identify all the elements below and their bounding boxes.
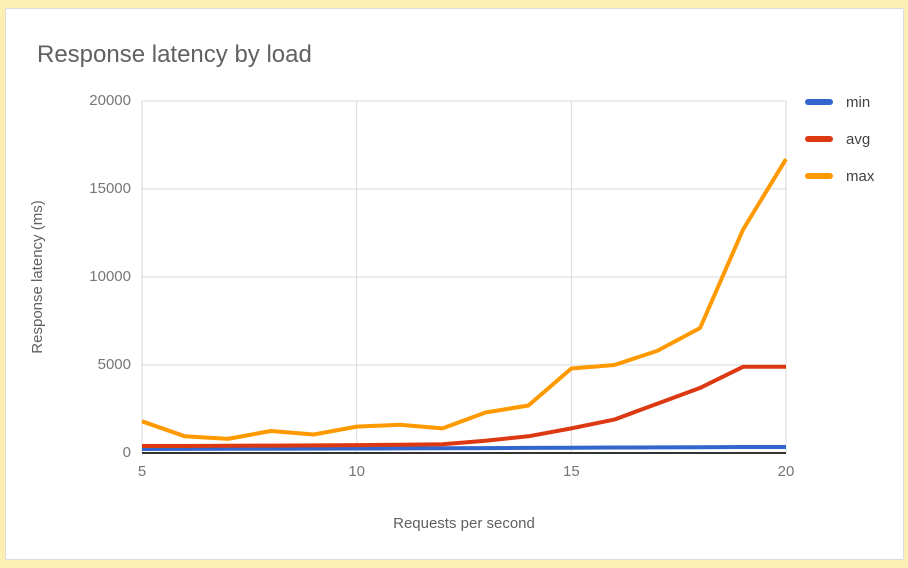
legend-item-avg: avg: [805, 129, 874, 149]
x-tick-label: 10: [348, 463, 365, 480]
legend-swatch-min-icon: [805, 99, 833, 105]
y-tick-label: 10000: [89, 268, 131, 285]
legend-item-max: max: [805, 166, 874, 186]
legend-item-min: min: [805, 92, 874, 112]
legend-swatch-max-icon: [805, 173, 833, 179]
legend-label-avg: avg: [846, 130, 871, 148]
chart-card[interactable]: Response latency by load 0 5000 10000 15000…: [5, 8, 904, 560]
chart-plot-area: [141, 100, 788, 454]
y-tick-label: 0: [122, 444, 131, 461]
y-tick-label: 15000: [89, 180, 131, 197]
series-line-min: [141, 445, 786, 451]
legend-swatch-avg-icon: [805, 136, 833, 142]
y-tick-label: 5000: [97, 356, 131, 373]
legend: min avg max: [805, 92, 874, 203]
legend-label-min: min: [846, 93, 871, 111]
x-tick-label: 20: [777, 463, 795, 480]
chart-title: Response latency by load: [37, 41, 312, 68]
y-axis-title: Response latency (ms): [29, 200, 46, 354]
series-line-max: [141, 158, 788, 441]
y-tick-label: 20000: [89, 92, 131, 109]
x-tick-label: 5: [137, 463, 147, 480]
legend-label-max: max: [846, 167, 875, 185]
x-axis-title: Requests per second: [393, 515, 535, 532]
x-tick-label: 15: [562, 463, 580, 480]
series-line-avg: [142, 364, 786, 448]
